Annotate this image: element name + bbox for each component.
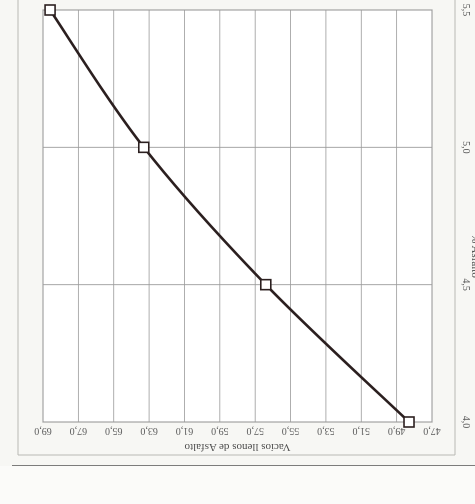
y-tick-label-3: 63,0 [140,425,158,436]
x-axis-label: % Asfalto [469,234,475,278]
data-point-2 [137,141,150,154]
y-tick-label-7: 55,0 [282,425,300,436]
y-axis-label: Vacíos llenos de Asfalto [184,441,291,453]
page-footer-area [0,466,475,504]
y-tick-label-8: 53,0 [317,425,335,436]
data-point-0 [403,416,415,428]
data-point-1 [259,278,272,291]
x-tick-label-2: 5,0 [460,141,471,154]
y-tick-label-6: 57,0 [246,425,264,436]
x-tick-label-3: 5,5 [460,4,471,17]
y-tick-label-2: 65,0 [105,425,123,436]
x-tick-label-1: 4,5 [460,278,471,291]
y-tick-label-10: 49,0 [388,425,406,436]
y-tick-label-1: 67,0 [70,425,88,436]
plot-area [42,9,433,423]
y-tick-label-4: 61,0 [176,425,194,436]
y-tick-label-11: 47,0 [423,425,441,436]
y-tick-label-9: 51,0 [353,425,371,436]
y-tick-label-0: 69,0 [34,425,52,436]
series-line-0 [48,9,410,423]
data-point-3 [44,4,56,16]
y-tick-label-5: 59,0 [211,425,229,436]
x-tick-label-0: 4,0 [460,416,471,429]
